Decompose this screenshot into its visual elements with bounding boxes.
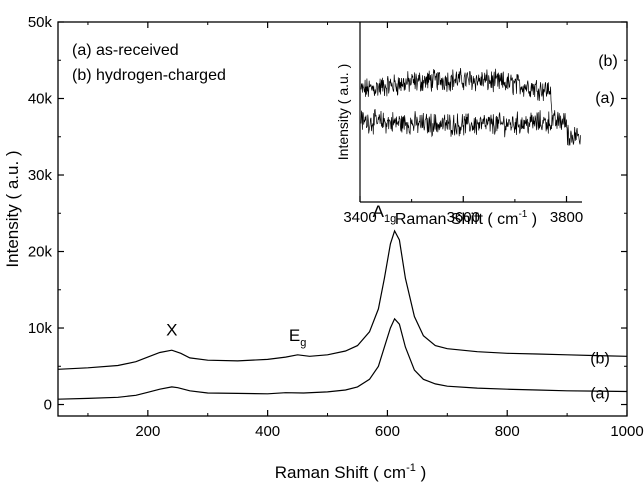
inset-x-tick-label: 3400 [343, 209, 376, 226]
legend-entry: (b) hydrogen-charged [72, 67, 226, 84]
peak-annotation-main: X [166, 321, 177, 340]
y-tick-label: 10k [28, 320, 53, 337]
inset-x-axis-label-main: Raman Shift ( cm [395, 211, 519, 228]
peak-annotation-main: E [289, 326, 300, 345]
inset-x-tick-label: 3800 [550, 209, 583, 226]
inset-y-axis-label: Intensity ( a.u. ) [335, 64, 351, 160]
series-line-b [57, 229, 628, 370]
y-tick-label: 20k [28, 244, 53, 261]
x-tick-label: 400 [255, 423, 280, 440]
series-end-label: (a) [590, 386, 610, 403]
inset-series-end-label: (a) [595, 90, 615, 107]
x-tick-label: 1000 [610, 423, 643, 440]
series-line-a [57, 317, 628, 400]
inset-series-end-label: (b) [598, 53, 618, 70]
peak-annotation: Eg [289, 326, 306, 349]
x-axis-label-main: Raman Shift ( cm [275, 463, 406, 482]
peak-annotation-sub: g [300, 337, 306, 349]
inset-series-b [360, 67, 553, 114]
x-axis-label-close: ) [416, 463, 426, 482]
y-axis-label: Intensity ( a.u. ) [3, 150, 22, 267]
peak-annotation-sub: 1g [384, 213, 396, 225]
legend-entry: (a) as-received [72, 42, 179, 59]
x-tick-label: 200 [135, 423, 160, 440]
series-end-label: (b) [590, 350, 610, 367]
peak-annotation: A1g [373, 202, 397, 225]
y-tick-label: 0 [44, 397, 52, 414]
inset-x-tick-label: 3600 [447, 209, 480, 226]
peak-annotation: X [166, 321, 177, 340]
inset-plot: 3400 3600 3800 Raman Shift ( cm-1 ) Intensit… [335, 22, 618, 228]
y-tick-label: 30k [28, 167, 53, 184]
x-axis-label: Raman Shift ( cm-1 ) [275, 462, 426, 482]
x-axis-label-sup: -1 [406, 462, 416, 474]
y-tick-label: 40k [28, 91, 53, 108]
peak-annotation-main: A [373, 202, 385, 221]
plot-frame [57, 21, 628, 417]
inset-x-axis-label-sup: -1 [518, 209, 527, 220]
x-tick-label: 800 [495, 423, 520, 440]
inset-x-axis-label-close: ) [527, 211, 537, 228]
x-tick-label: 600 [375, 423, 400, 440]
inset-x-axis-label: Raman Shift ( cm-1 ) [395, 209, 537, 228]
y-tick-label: 50k [28, 14, 53, 31]
inset-series-a [360, 109, 581, 146]
main-plot: 200 400 600 800 1000 0 10k 20k 30k 40k 50k Raman Sh… [3, 14, 644, 482]
